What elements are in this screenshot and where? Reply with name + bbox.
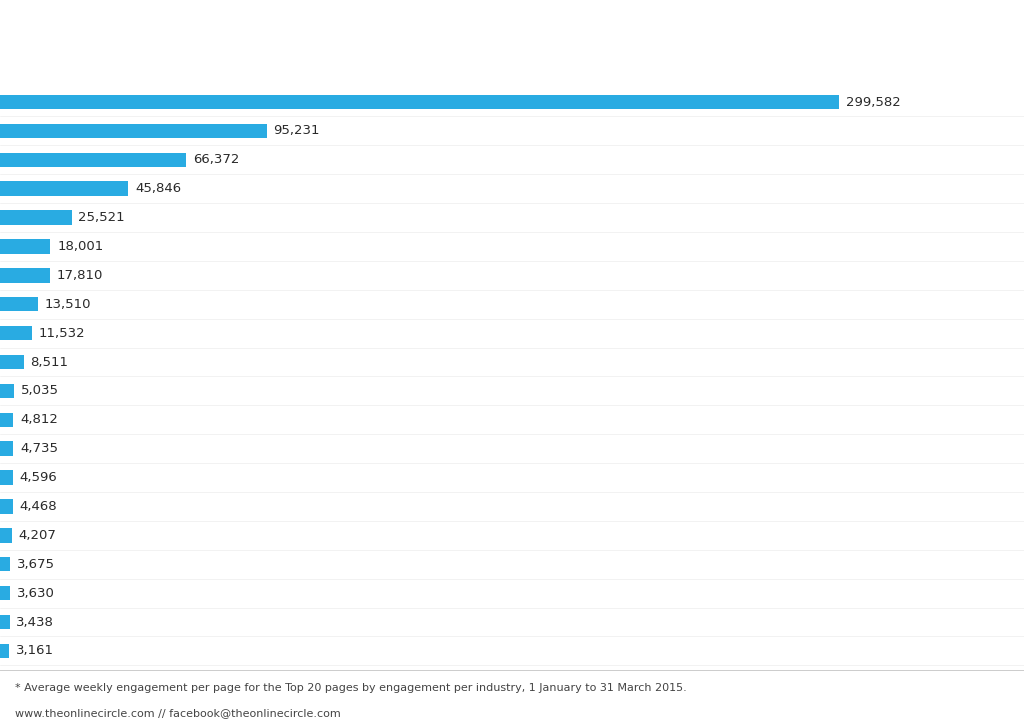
Bar: [0, 442, 13, 456]
Text: 299,582: 299,582: [846, 96, 901, 109]
Text: * Average weekly engagement per page for the Top 20 pages by engagement per indu: * Average weekly engagement per page for…: [15, 683, 687, 694]
Bar: [0, 268, 50, 282]
Bar: [0, 355, 24, 369]
Text: 25,521: 25,521: [78, 211, 125, 224]
Text: 4,735: 4,735: [20, 442, 58, 455]
Text: Top 20 Industries by Engagement for First Quarter 2015*: Top 20 Industries by Engagement for Firs…: [23, 29, 871, 54]
Text: 5,035: 5,035: [20, 384, 58, 397]
Text: 45,846: 45,846: [135, 182, 181, 195]
Bar: [0, 124, 267, 138]
Bar: [0, 211, 72, 225]
Bar: [0, 326, 33, 340]
Bar: [0, 95, 840, 109]
Bar: [0, 528, 12, 542]
Bar: [0, 182, 128, 196]
Text: 11,532: 11,532: [39, 327, 86, 340]
Text: 17,810: 17,810: [56, 269, 103, 282]
Bar: [0, 615, 9, 629]
Bar: [0, 500, 12, 514]
Text: 13,510: 13,510: [45, 298, 91, 311]
Text: 66,372: 66,372: [193, 153, 239, 167]
Text: Data collated by Social Pulse™ and
analysed by Online Circle Digital: Data collated by Social Pulse™ and analy…: [793, 26, 1001, 57]
Text: 8,511: 8,511: [31, 355, 69, 369]
Bar: [0, 644, 9, 658]
Text: 4,812: 4,812: [20, 413, 58, 426]
Text: 4,596: 4,596: [19, 471, 57, 484]
Text: 3,161: 3,161: [15, 644, 53, 657]
Text: 3,675: 3,675: [17, 557, 55, 571]
Bar: [0, 413, 13, 427]
Bar: [0, 297, 38, 311]
Text: 95,231: 95,231: [273, 125, 321, 138]
Bar: [0, 586, 10, 600]
Bar: [0, 471, 13, 485]
Text: www.theonlinecircle.com // facebook@theonlinecircle.com: www.theonlinecircle.com // facebook@theo…: [15, 708, 341, 717]
Bar: [0, 384, 14, 398]
Bar: [0, 557, 10, 571]
Text: 18,001: 18,001: [57, 240, 103, 253]
Bar: [0, 153, 186, 167]
Text: 4,207: 4,207: [18, 529, 56, 542]
Text: 3,630: 3,630: [16, 586, 54, 599]
Text: 4,468: 4,468: [19, 500, 57, 513]
Text: 3,438: 3,438: [16, 615, 54, 628]
Bar: [0, 239, 50, 253]
